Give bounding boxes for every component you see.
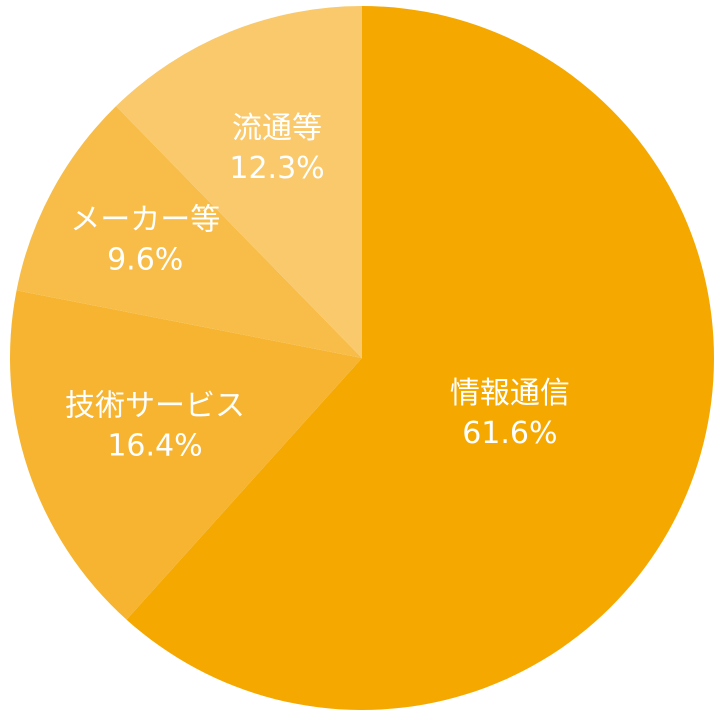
slice-value: 9.6% <box>107 242 183 277</box>
slice-value: 61.6% <box>462 416 557 451</box>
slice-label: メーカー等 <box>70 202 220 237</box>
pie-slice <box>126 6 715 711</box>
slice-label: 技術サービス <box>65 389 245 424</box>
slice-value: 12.3% <box>229 151 324 186</box>
slice-label: 流通等 <box>232 111 322 146</box>
pie-slice <box>9 290 363 620</box>
slice-label: 情報通信 <box>450 376 570 411</box>
slice-value: 16.4% <box>107 429 202 464</box>
pie-slice <box>116 6 362 358</box>
pie-slice <box>16 106 363 359</box>
